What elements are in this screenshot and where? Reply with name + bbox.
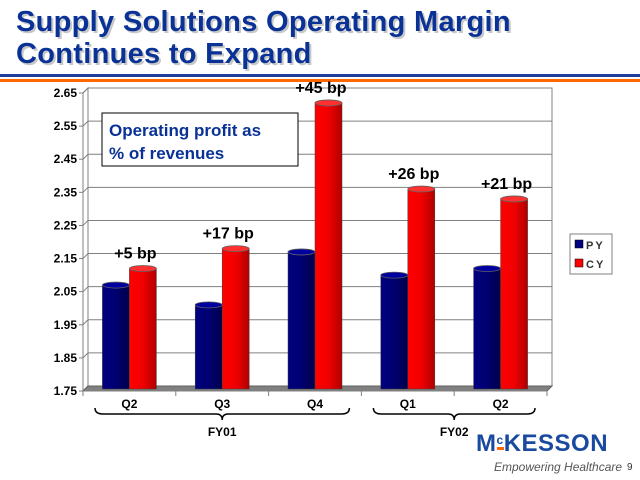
bar-cy-3: [407, 188, 436, 390]
bp-annotation: +17 bp: [203, 226, 254, 243]
y-tick-label: 1.85: [54, 351, 78, 365]
y-tick-label: 2.45: [54, 152, 78, 166]
gridline-side: [82, 186, 89, 193]
x-tick-label: Q1: [400, 397, 416, 411]
chart-title-line-1: Operating profit as: [109, 121, 261, 140]
bp-annotation: +26 bp: [388, 166, 439, 183]
bar-py-0: [102, 284, 130, 390]
bar-cy-0: [129, 268, 157, 390]
bar-py-1: [194, 304, 223, 390]
mckesson-logo: McKESSON: [476, 430, 609, 457]
slide-title: Supply Solutions Operating Margin Contin…: [16, 6, 511, 70]
bar-cy-1: [221, 248, 250, 390]
page-number: 9: [627, 462, 633, 473]
gridline-side: [82, 220, 89, 226]
tagline: Empowering Healthcare: [494, 460, 623, 474]
bar-cy-2: [314, 102, 343, 390]
bar-top-py-4: [473, 265, 502, 272]
y-tick-label: 2.65: [54, 86, 78, 100]
title-rule-orange: [0, 79, 640, 82]
legend-label-py: PY: [586, 240, 605, 252]
bp-annotation: +45 bp: [295, 80, 346, 97]
bar-py-2: [287, 251, 316, 390]
legend-swatch-cy: [574, 258, 584, 268]
gridline-side: [82, 153, 89, 160]
y-tick-label: 2.55: [54, 119, 78, 133]
plot-side-wall: [82, 86, 89, 393]
bar-top-py-3: [380, 271, 409, 279]
bar-py-4: [473, 268, 501, 390]
group-brace: [94, 407, 351, 421]
y-tick-label: 2.25: [54, 218, 78, 232]
legend-swatch-py: [574, 239, 584, 249]
chart-title-line-2: % of revenues: [109, 144, 224, 163]
y-tick-label: 2.35: [54, 185, 78, 199]
bar-top-py-2: [287, 248, 316, 256]
x-tick-label: Q2: [493, 397, 509, 411]
group-label: FY01: [208, 425, 237, 439]
gridline-side: [82, 87, 89, 94]
chart-title-box: [101, 112, 299, 167]
bar-cy-4: [500, 198, 528, 390]
y-tick-label: 1.75: [54, 384, 78, 398]
gridline-side: [82, 120, 89, 127]
x-tick-label: Q3: [214, 397, 230, 411]
bar-top-py-1: [194, 301, 223, 309]
group-label: FY02: [440, 425, 469, 439]
title-line-1: Supply Solutions Operating Margin: [16, 6, 511, 38]
x-tick-label: Q4: [307, 397, 323, 411]
bar-top-cy-2: [314, 99, 343, 107]
y-tick-label: 2.15: [54, 252, 78, 266]
group-brace: [372, 407, 536, 421]
title-line-2: Continues to Expand: [16, 38, 312, 70]
bar-top-py-0: [102, 281, 130, 289]
bar-top-cy-4: [500, 195, 528, 203]
bp-annotation: +5 bp: [114, 245, 156, 262]
gridline-side: [82, 253, 89, 259]
gridline-side: [82, 319, 89, 326]
bp-annotation: +21 bp: [481, 176, 532, 193]
y-tick-label: 1.95: [54, 318, 78, 332]
y-tick-label: 2.05: [54, 285, 78, 299]
gridline-side: [82, 286, 89, 293]
gridline-side: [82, 352, 89, 359]
legend-label-cy: CY: [586, 259, 605, 271]
bar-py-3: [380, 274, 409, 390]
bar-top-cy-0: [128, 265, 157, 272]
bar-top-cy-1: [221, 245, 250, 253]
x-tick-label: Q2: [121, 397, 137, 411]
bar-top-cy-3: [407, 185, 436, 193]
title-rule-blue: [0, 74, 640, 77]
